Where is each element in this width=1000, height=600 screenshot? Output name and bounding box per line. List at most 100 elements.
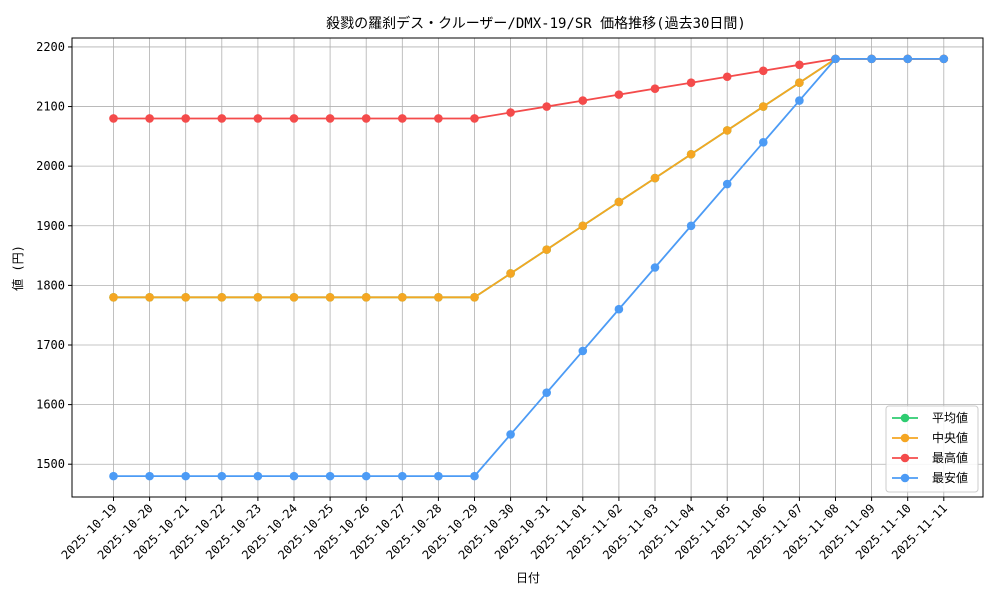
y-tick-label: 1900 xyxy=(36,219,65,233)
series-layer xyxy=(109,54,949,481)
series-line xyxy=(113,57,944,120)
data-point xyxy=(145,114,154,123)
legend-swatch-marker xyxy=(900,453,910,463)
data-point xyxy=(325,293,335,302)
data-point xyxy=(506,108,515,117)
legend-swatch-marker xyxy=(900,473,910,483)
plot-area-frame xyxy=(71,37,984,498)
data-point xyxy=(686,221,696,231)
data-point xyxy=(217,114,227,123)
data-point xyxy=(795,96,804,105)
data-point xyxy=(722,126,732,135)
legend-label: 平均値 xyxy=(932,410,968,425)
y-tick-label: 2000 xyxy=(36,159,65,173)
legend-label: 中央値 xyxy=(932,430,968,445)
y-tick-label: 1700 xyxy=(36,338,65,352)
x-axis-title: 日付 xyxy=(516,571,540,585)
legend-item: 中央値 xyxy=(892,430,968,445)
legend-item: 平均値 xyxy=(892,410,968,425)
data-point xyxy=(903,54,912,64)
data-point xyxy=(542,245,551,254)
data-point xyxy=(542,102,551,111)
data-point xyxy=(325,471,335,481)
y-tick-label: 1600 xyxy=(36,398,65,412)
legend-item: 最高値 xyxy=(892,450,968,465)
data-point xyxy=(434,293,443,302)
chart-title: 殺戮の羅刹デス・クルーザー/DMX-19/SR 価格推移(過去30日間) xyxy=(326,15,746,32)
data-point xyxy=(217,471,227,481)
y-tick-label: 2100 xyxy=(36,100,65,114)
data-point xyxy=(470,471,479,481)
data-point xyxy=(831,54,840,64)
data-point xyxy=(109,293,118,302)
data-point xyxy=(722,179,732,189)
data-point xyxy=(614,90,624,99)
data-point xyxy=(506,269,515,278)
legend-label: 最安値 xyxy=(932,470,968,485)
y-tick-label: 1500 xyxy=(36,457,65,471)
data-point xyxy=(181,114,190,123)
legend-label: 最高値 xyxy=(932,450,968,465)
data-point xyxy=(361,471,371,481)
data-point xyxy=(578,221,588,231)
data-point xyxy=(795,60,804,70)
data-point xyxy=(361,114,371,123)
data-point xyxy=(181,471,190,481)
y-tick-label: 2200 xyxy=(36,40,65,54)
data-point xyxy=(217,293,227,302)
data-point xyxy=(650,263,660,272)
legend-swatch-marker xyxy=(900,413,910,423)
data-point xyxy=(145,293,154,302)
data-point xyxy=(398,471,407,481)
data-point xyxy=(722,72,732,82)
data-point xyxy=(398,114,407,123)
data-point xyxy=(145,471,154,481)
data-point xyxy=(434,471,443,481)
series-line xyxy=(113,57,944,299)
data-point xyxy=(795,78,804,88)
legend-item: 最安値 xyxy=(892,470,968,485)
data-point xyxy=(253,114,263,123)
data-point xyxy=(361,293,371,302)
grid xyxy=(72,38,983,497)
legend-box xyxy=(885,405,979,493)
data-point xyxy=(434,114,443,123)
data-point xyxy=(614,304,624,314)
data-point xyxy=(109,114,118,123)
series-1 xyxy=(109,54,949,302)
y-axis: 1500 1600 1700 1800 1900 2000 2100 2200 xyxy=(36,40,72,471)
data-point xyxy=(759,138,768,147)
data-point xyxy=(506,430,515,439)
data-point xyxy=(289,293,299,302)
data-point xyxy=(470,293,479,302)
data-point xyxy=(325,114,335,123)
data-point xyxy=(181,293,190,302)
data-point xyxy=(686,149,696,159)
data-point xyxy=(650,173,660,183)
data-point xyxy=(470,114,479,123)
data-point xyxy=(253,471,263,481)
series-line xyxy=(113,57,944,478)
data-point xyxy=(253,293,263,302)
series-4 xyxy=(109,54,949,481)
data-point xyxy=(939,54,949,64)
data-point xyxy=(867,54,876,64)
data-point xyxy=(578,96,588,105)
series-3 xyxy=(109,54,949,123)
data-point xyxy=(759,66,768,76)
x-axis: 2025-10-192025-10-202025-10-212025-10-22… xyxy=(59,497,950,562)
data-point xyxy=(759,102,768,111)
data-point xyxy=(542,388,551,397)
data-point xyxy=(686,78,696,88)
data-point xyxy=(578,346,588,356)
y-axis-title: 値 (円) xyxy=(10,245,25,291)
data-point xyxy=(614,197,624,207)
data-point xyxy=(289,471,299,481)
series-2 xyxy=(109,54,949,302)
y-tick-label: 1800 xyxy=(36,278,65,292)
data-point xyxy=(289,114,299,123)
data-point xyxy=(109,471,118,481)
data-point xyxy=(398,293,407,302)
